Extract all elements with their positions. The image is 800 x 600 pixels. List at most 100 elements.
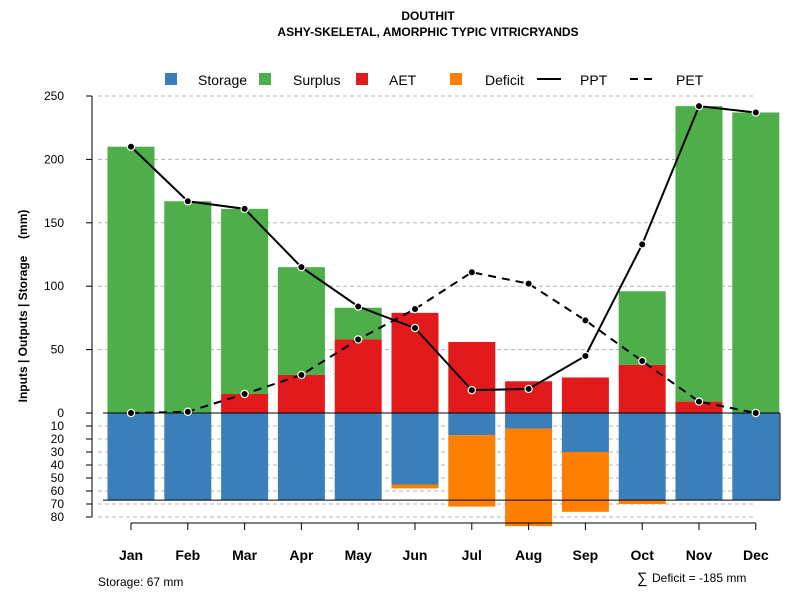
pet-point [694, 397, 704, 406]
series-lines [126, 101, 761, 418]
x-tick-label: May [345, 547, 372, 563]
ppt-point [751, 108, 761, 117]
ppt-point [694, 101, 704, 111]
pet-line [130, 271, 756, 414]
x-tick-label: Jan [119, 547, 143, 563]
deficit-sum-symbol: ∑ [637, 570, 648, 587]
aet-bar [277, 374, 325, 413]
deficit-bar [391, 484, 439, 489]
y-tick-label: 50 [51, 471, 65, 485]
ppt-point [126, 142, 136, 151]
x-tick-label: Sep [573, 547, 599, 563]
pet-point [183, 407, 192, 416]
legend-label: PET [676, 72, 704, 88]
storage-bar [561, 413, 609, 452]
pet-point [410, 304, 420, 314]
storage-bar [334, 413, 382, 501]
y-tick-label: 10 [51, 419, 65, 433]
aet-bar [334, 339, 382, 413]
ppt-point [638, 240, 647, 249]
y-tick-label: 20 [51, 432, 65, 446]
surplus-bar [107, 146, 155, 413]
x-tick-label: Nov [686, 547, 713, 563]
ppt-point [524, 384, 533, 394]
ppt-point [297, 262, 306, 272]
deficit-bar [505, 428, 553, 527]
ppt-point [467, 385, 476, 395]
aet-bar [675, 401, 723, 413]
deficit-summary: Deficit = -185 mm [652, 571, 746, 585]
y-tick-label: 30 [51, 445, 65, 459]
surplus-bar [277, 267, 325, 375]
pet-point [581, 316, 590, 325]
ppt-point [240, 204, 249, 214]
surplus-bar [221, 208, 269, 394]
legend-swatch [165, 73, 177, 85]
pet-point [524, 279, 533, 288]
x-axis-labels: Jan Feb Mar Apr May Jun Jul Aug Sep Oct Nov Dec [119, 547, 769, 563]
storage-bar [391, 413, 439, 485]
storage-summary: Storage: 67 mm [98, 575, 183, 589]
y-tick-label: 50 [51, 343, 65, 357]
legend-label: Surplus [293, 72, 340, 88]
ppt-line [130, 105, 756, 392]
storage-bar [675, 413, 723, 501]
x-tick-label: Feb [175, 547, 200, 563]
storage-bar [618, 413, 666, 501]
pet-point [467, 268, 476, 277]
x-tick-label: Mar [232, 547, 257, 563]
legend-label: PPT [580, 72, 608, 88]
storage-bar [221, 413, 269, 501]
y-tick-label: 100 [44, 279, 64, 293]
storage-bar [448, 413, 496, 436]
chart-title: DOUTHIT [401, 9, 455, 23]
bars [107, 106, 780, 527]
pet-point [354, 335, 363, 344]
deficit-bar [448, 435, 496, 507]
y-tick-label: 200 [44, 152, 64, 166]
y-tick-label: 80 [51, 510, 65, 524]
storage-bar [107, 413, 155, 501]
chart-subtitle: ASHY-SKELETAL, AMORPHIC TYPIC VITRICRYAN… [277, 25, 578, 39]
legend-label: Storage [198, 72, 247, 88]
aet-bar [221, 393, 269, 413]
x-tick-label: Oct [631, 547, 655, 563]
legend-label: AET [389, 72, 417, 88]
y-tick-label: 70 [51, 497, 65, 511]
y-tick-label: 60 [51, 484, 65, 498]
surplus-bar [164, 201, 212, 413]
y-tick-label: 0 [57, 406, 64, 420]
legend-label: Deficit [485, 72, 524, 88]
legend-swatch [450, 73, 462, 85]
ppt-point [581, 351, 590, 361]
ppt-point [354, 302, 363, 311]
deficit-bar [561, 452, 609, 512]
surplus-bar [618, 291, 666, 365]
x-tick-label: Jul [462, 547, 482, 563]
x-tick-label: Dec [743, 547, 769, 563]
pet-point [240, 389, 249, 399]
pet-point [751, 408, 761, 418]
x-tick-label: Jun [403, 547, 428, 563]
storage-bar [505, 413, 553, 429]
aet-bar [448, 341, 496, 413]
legend: Storage Surplus AET Deficit PPT PET [165, 72, 704, 88]
legend-swatch [356, 73, 368, 85]
pet-point [638, 356, 647, 366]
ppt-point [183, 197, 192, 206]
surplus-bar [732, 112, 780, 413]
y-tick-label: 40 [51, 458, 65, 472]
storage-bar [732, 413, 780, 501]
deficit-bar [618, 500, 666, 504]
y-tick-label: 150 [44, 216, 64, 230]
legend-swatch [259, 73, 271, 85]
surplus-bar [675, 106, 723, 402]
y-axis-label: Inputs | Outputs | Storage (mm) [16, 210, 30, 403]
aet-bar [561, 377, 609, 413]
storage-bar [164, 413, 212, 501]
pet-point [297, 370, 306, 380]
ppt-point [410, 323, 420, 333]
x-tick-label: Apr [289, 547, 314, 563]
